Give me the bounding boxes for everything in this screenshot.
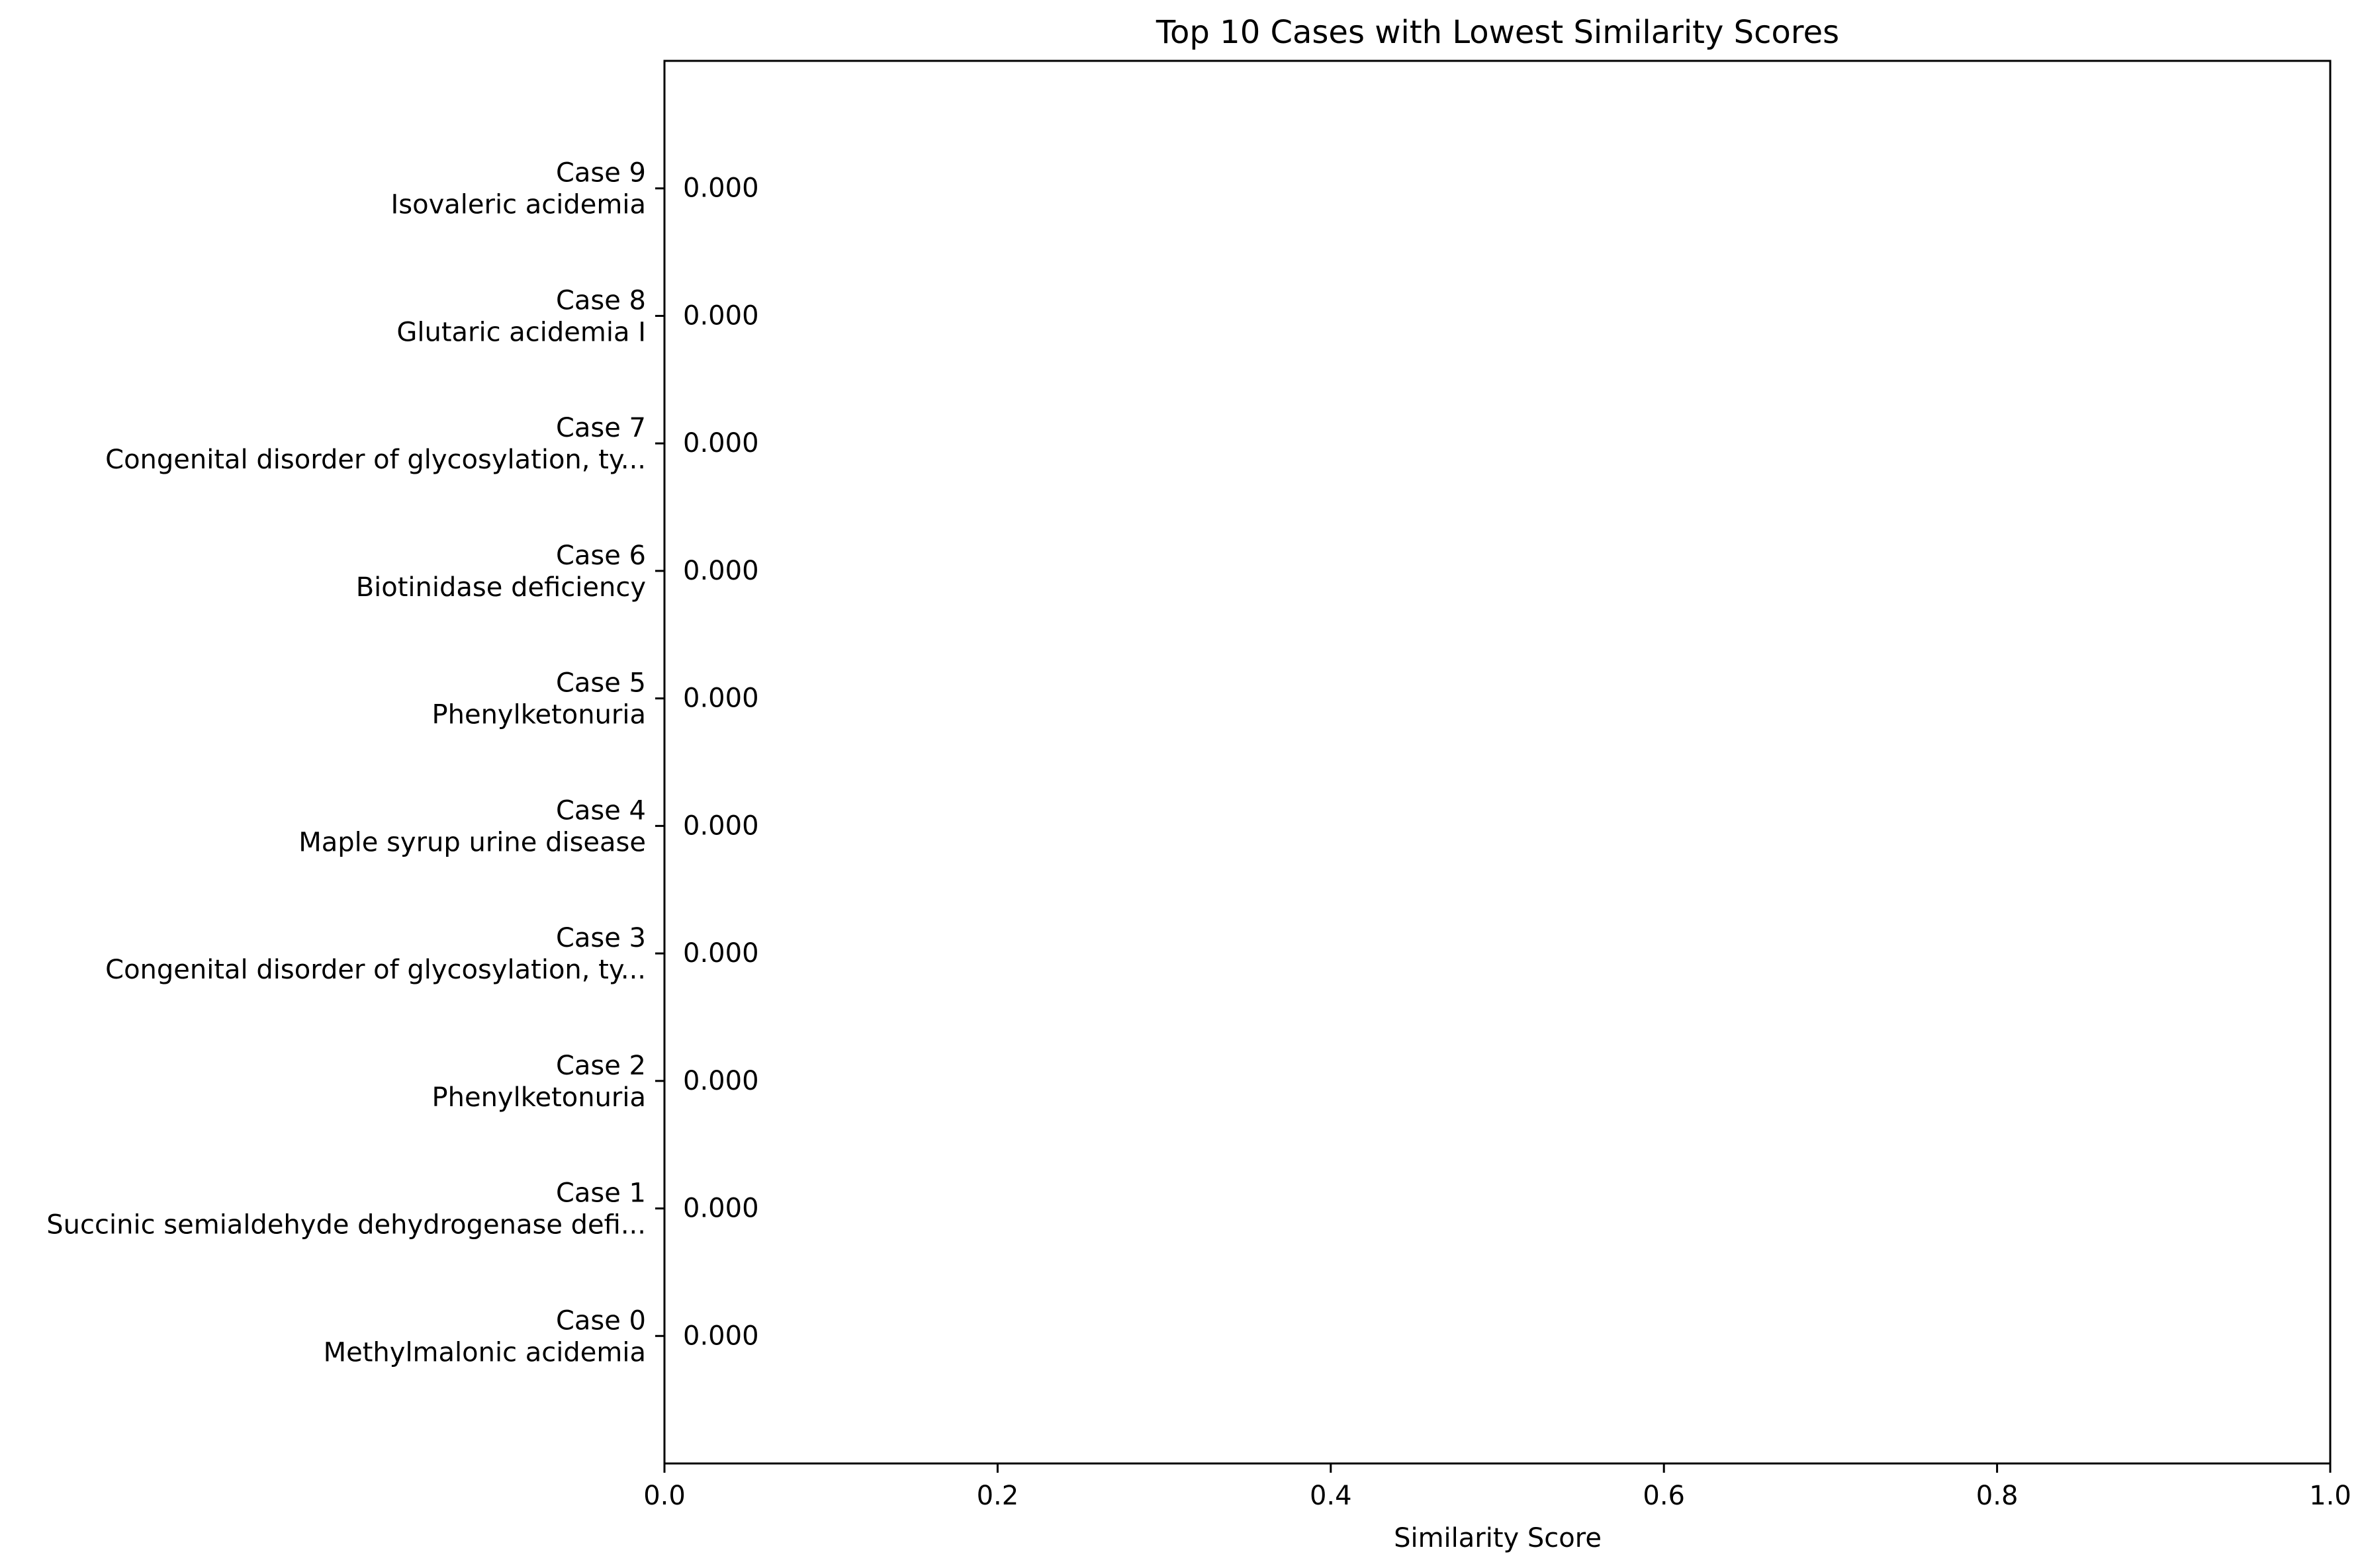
y-tick-label-condition: Biotinidase deficiency [356, 572, 646, 603]
value-labels: 0.000 0.000 0.000 0.000 0.000 0.000 0.000 0.000… [683, 173, 759, 1352]
y-tick-label-case: Case 7 [556, 413, 646, 443]
x-tick-label: 1.0 [2309, 1481, 2351, 1511]
chart-title: Top 10 Cases with Lowest Similarity Scor… [1156, 14, 1839, 51]
y-tick-label-condition: Congenital disorder of glycosylation, ty… [105, 955, 646, 985]
data-label: 0.000 [683, 938, 759, 969]
y-tick-label-case: Case 6 [556, 541, 646, 571]
y-tick-label-condition: Phenylketonuria [432, 700, 647, 730]
y-tick-label-condition: Methylmalonic acidemia [324, 1337, 646, 1368]
y-tick-label-condition: Phenylketonuria [432, 1082, 647, 1113]
data-label: 0.000 [683, 1321, 759, 1351]
data-label: 0.000 [683, 300, 759, 331]
data-label: 0.000 [683, 556, 759, 586]
data-label: 0.000 [683, 1194, 759, 1224]
x-tick-label: 0.0 [643, 1481, 686, 1511]
y-tick-label-case: Case 0 [556, 1305, 646, 1336]
y-tick-label-condition: Maple syrup urine disease [298, 827, 646, 857]
y-tick-label-case: Case 3 [556, 923, 646, 953]
data-label: 0.000 [683, 683, 759, 714]
data-label: 0.000 [683, 173, 759, 204]
x-axis-label: Similarity Score [1394, 1523, 1602, 1553]
x-tick-label: 0.8 [1976, 1481, 2019, 1511]
data-label: 0.000 [683, 810, 759, 841]
x-tick-label: 0.6 [1643, 1481, 1685, 1511]
y-tick-label-case: Case 1 [556, 1178, 646, 1209]
y-tick-label-condition: Isovaleric acidemia [391, 190, 647, 220]
y-tick-label-condition: Congenital disorder of glycosylation, ty… [105, 445, 646, 475]
y-tick-label-case: Case 8 [556, 285, 646, 316]
y-tick-label-case: Case 9 [556, 158, 646, 189]
x-tick-label: 0.4 [1310, 1481, 1352, 1511]
y-tick-label-case: Case 2 [556, 1051, 646, 1081]
plot-area-frame [663, 60, 2332, 1465]
data-label: 0.000 [683, 1066, 759, 1096]
y-tick-label-case: Case 4 [556, 795, 646, 826]
data-label: 0.000 [683, 428, 759, 458]
y-tick-label-condition: Glutaric acidemia I [396, 317, 646, 347]
x-tick-label: 0.2 [977, 1481, 1019, 1511]
x-axis: 0.0 0.2 0.4 0.6 0.8 1.0 [643, 1463, 2351, 1511]
y-tick-label-case: Case 5 [556, 668, 646, 699]
y-tick-label-condition: Succinic semialdehyde dehydrogenase defi… [46, 1210, 646, 1241]
